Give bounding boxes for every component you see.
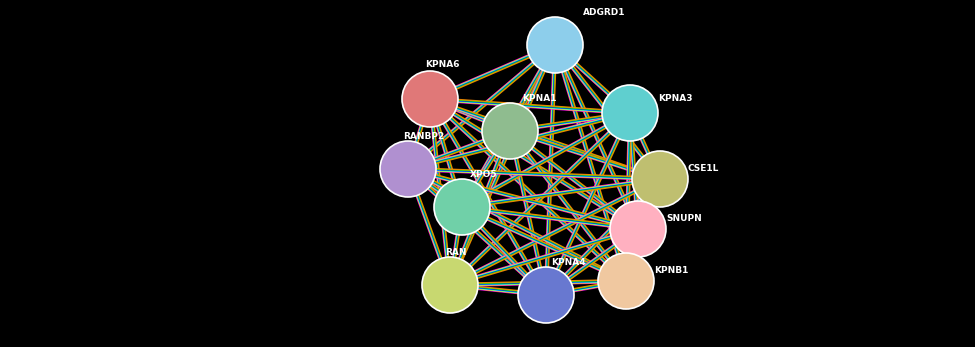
Text: KPNA1: KPNA1 bbox=[522, 94, 557, 103]
Circle shape bbox=[380, 141, 436, 197]
Text: XPO5: XPO5 bbox=[470, 170, 497, 179]
Circle shape bbox=[610, 201, 666, 257]
Circle shape bbox=[434, 179, 490, 235]
Circle shape bbox=[482, 103, 538, 159]
Circle shape bbox=[602, 85, 658, 141]
Text: CSE1L: CSE1L bbox=[688, 164, 720, 173]
Text: SNUPN: SNUPN bbox=[666, 214, 702, 223]
Circle shape bbox=[598, 253, 654, 309]
Text: RAN: RAN bbox=[445, 248, 466, 257]
Text: KPNB1: KPNB1 bbox=[654, 266, 688, 275]
Text: KPNA6: KPNA6 bbox=[425, 60, 459, 69]
Circle shape bbox=[527, 17, 583, 73]
Text: KPNA4: KPNA4 bbox=[551, 258, 586, 267]
Text: ADGRD1: ADGRD1 bbox=[583, 8, 626, 17]
Circle shape bbox=[422, 257, 478, 313]
Text: KPNA3: KPNA3 bbox=[658, 94, 692, 103]
Circle shape bbox=[632, 151, 688, 207]
Text: RANBP2: RANBP2 bbox=[403, 132, 445, 141]
Circle shape bbox=[518, 267, 574, 323]
Circle shape bbox=[402, 71, 458, 127]
